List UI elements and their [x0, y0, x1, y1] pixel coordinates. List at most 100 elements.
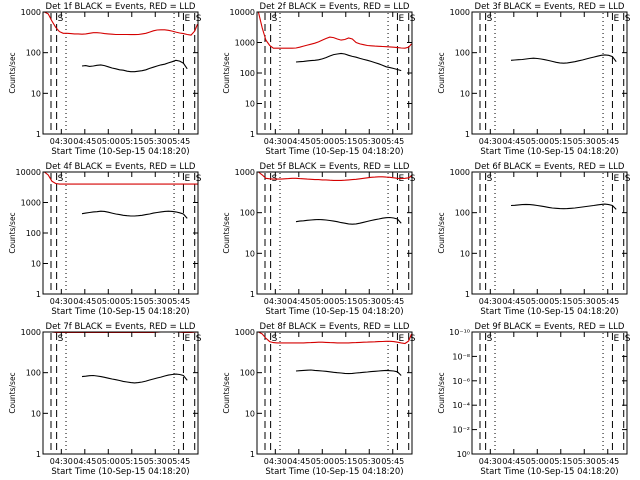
x-tick-label: 04:45: [502, 297, 525, 306]
marker-label: S: [58, 14, 64, 24]
y-tick-label: 1: [250, 130, 255, 139]
events-series-line: [81, 210, 188, 219]
y-tick-label: 1: [250, 290, 255, 299]
chart-title: Det 9f BLACK = Events, RED = LLD: [475, 322, 625, 332]
x-tick-label: 05:15: [120, 297, 143, 306]
chart-title: Det 5f BLACK = Events, RED = LLD: [260, 162, 410, 172]
x-tick-label: 05:00: [526, 297, 549, 306]
x-tick-label: 04:45: [502, 137, 525, 146]
x-tick-label: 05:00: [526, 457, 549, 466]
y-tick-label: 10000: [16, 168, 41, 177]
x-tick-label: 05:45: [167, 457, 190, 466]
x-tick-label: 05:30: [573, 137, 596, 146]
chart-title: Det 6f BLACK = Events, RED = LLD: [475, 162, 625, 172]
y-tick-label: 10⁻¹⁰: [449, 328, 470, 337]
marker-label: E: [398, 14, 404, 24]
events-series-line: [81, 59, 188, 73]
y-tick-label: 10: [245, 249, 255, 258]
y-tick-label: 1: [36, 450, 41, 459]
y-tick-label: 1000: [21, 8, 41, 17]
x-tick-label: 05:15: [120, 137, 143, 146]
y-tick-label: 100: [455, 209, 470, 218]
lld-series-line: [258, 331, 413, 345]
x-tick-label: 05:00: [526, 137, 549, 146]
y-axis-label: Counts/sec: [437, 372, 446, 413]
y-tick-label: 10: [245, 100, 255, 109]
x-tick-label: 05:45: [167, 137, 190, 146]
x-tick-label: 04:45: [73, 297, 96, 306]
y-tick-label: 100: [26, 49, 41, 58]
plot-frame: [471, 11, 628, 135]
x-tick-label: 04:30: [479, 297, 502, 306]
marker-label: S: [272, 334, 278, 344]
events-series-line: [81, 373, 188, 384]
plot-frame: [256, 331, 413, 455]
x-axis-label: Start Time (10-Sep-15 04:18:20): [51, 147, 189, 157]
chart-title: Det 3f BLACK = Events, RED = LLD: [475, 2, 625, 12]
x-tick-label: 05:30: [144, 457, 167, 466]
x-tick-label: 05:15: [334, 457, 357, 466]
x-axis-label: Start Time (10-Sep-15 04:18:20): [51, 467, 189, 477]
x-tick-label: 05:30: [573, 457, 596, 466]
y-tick-label: 100: [455, 49, 470, 58]
marker-label: S: [410, 174, 416, 184]
y-tick-label: 10⁻⁴: [452, 401, 470, 410]
x-tick-label: 05:15: [334, 297, 357, 306]
y-tick-label: 10⁻⁸: [452, 352, 470, 361]
marker-label: S: [625, 14, 631, 24]
x-tick-label: 05:30: [573, 297, 596, 306]
marker-label: S: [487, 334, 493, 344]
chart-title: Det 4f BLACK = Events, RED = LLD: [46, 162, 196, 172]
x-tick-label: 04:45: [502, 457, 525, 466]
y-tick-label: 10: [31, 89, 41, 98]
x-tick-label: 05:00: [97, 137, 120, 146]
y-tick-label: 10⁻²: [452, 426, 470, 435]
y-axis-label: Counts/sec: [437, 212, 446, 253]
marker-label: E: [184, 14, 190, 24]
x-tick-label: 04:30: [50, 457, 73, 466]
x-tick-label: 05:45: [167, 297, 190, 306]
x-tick-label: 05:45: [381, 457, 404, 466]
y-tick-label: 100: [26, 229, 41, 238]
chart-title: Det 7f BLACK = Events, RED = LLD: [46, 322, 196, 332]
x-tick-label: 05:00: [97, 297, 120, 306]
x-tick-label: 05:45: [596, 137, 619, 146]
x-tick-label: 05:30: [358, 297, 381, 306]
marker-label: S: [625, 174, 631, 184]
y-tick-label: 1: [465, 130, 470, 139]
marker-label: S: [58, 334, 64, 344]
marker-label: E: [613, 14, 619, 24]
marker-label: S: [410, 14, 416, 24]
x-tick-label: 05:30: [144, 297, 167, 306]
marker-label: E: [398, 334, 404, 344]
marker-label: S: [625, 334, 631, 344]
x-tick-label: 05:45: [596, 457, 619, 466]
y-axis-label: Counts/sec: [222, 52, 231, 93]
lld-series-line: [257, 11, 412, 49]
x-tick-label: 04:45: [287, 457, 310, 466]
y-axis-label: Counts/sec: [222, 212, 231, 253]
y-tick-label: 1: [36, 130, 41, 139]
y-tick-label: 1000: [235, 39, 255, 48]
x-axis-label: Start Time (10-Sep-15 04:18:20): [265, 467, 403, 477]
x-tick-label: 04:45: [287, 297, 310, 306]
x-tick-label: 04:30: [264, 457, 287, 466]
y-tick-label: 10: [31, 409, 41, 418]
x-tick-label: 05:15: [120, 457, 143, 466]
plot-frame: [42, 331, 199, 455]
x-tick-label: 05:45: [596, 297, 619, 306]
plot-frame: [471, 331, 628, 455]
x-tick-label: 05:00: [311, 137, 334, 146]
plot-frame: [256, 171, 413, 295]
y-tick-label: 1000: [21, 328, 41, 337]
x-axis-label: Start Time (10-Sep-15 04:18:20): [480, 307, 618, 317]
x-tick-label: 04:30: [50, 137, 73, 146]
y-tick-label: 10: [460, 89, 470, 98]
